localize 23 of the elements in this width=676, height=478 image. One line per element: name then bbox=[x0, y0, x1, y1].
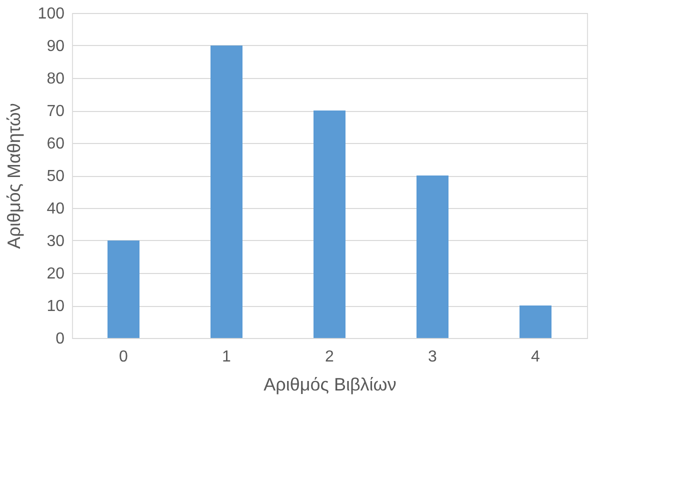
y-tick-label: 80 bbox=[46, 70, 65, 88]
x-tick-label: 0 bbox=[119, 348, 128, 366]
bar bbox=[416, 176, 448, 338]
y-tick-label: 100 bbox=[38, 6, 65, 22]
x-tick-label: 4 bbox=[531, 348, 540, 366]
y-tick-label: 40 bbox=[46, 200, 65, 218]
x-tick-label: 2 bbox=[325, 348, 334, 366]
y-tick-label: 30 bbox=[46, 233, 65, 250]
bar bbox=[520, 306, 552, 338]
y-tick-label: 50 bbox=[46, 168, 65, 185]
y-tick-label: 10 bbox=[46, 298, 65, 315]
x-axis-title: Αριθμός Βιβλίων bbox=[264, 374, 396, 394]
y-tick-label: 20 bbox=[46, 266, 65, 282]
x-tick-label: 1 bbox=[222, 348, 232, 366]
bar bbox=[108, 240, 140, 338]
y-tick-label: 60 bbox=[46, 136, 65, 152]
x-tick-label: 3 bbox=[428, 348, 438, 366]
bar bbox=[210, 46, 242, 338]
y-axis-title: Αριθμός Μαθητών bbox=[4, 103, 24, 249]
y-tick-label: 0 bbox=[56, 330, 65, 348]
y-tick-label: 70 bbox=[46, 103, 65, 120]
y-tick-label: 90 bbox=[46, 38, 65, 55]
bar bbox=[314, 110, 346, 338]
